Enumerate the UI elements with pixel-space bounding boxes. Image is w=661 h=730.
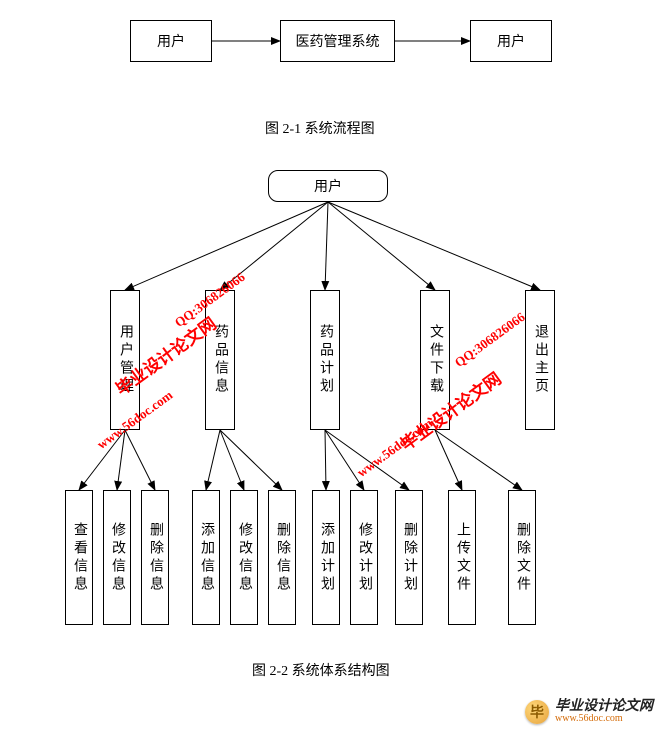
node-box: 修改信息 bbox=[230, 490, 258, 625]
node-label: 文件下载 bbox=[425, 324, 445, 396]
node-box: 添加信息 bbox=[192, 490, 220, 625]
node-label: 药品计划 bbox=[315, 324, 335, 396]
node-box: 用户 bbox=[268, 170, 388, 202]
node-box: 药品计划 bbox=[310, 290, 340, 430]
node-label: 用户 bbox=[314, 176, 342, 196]
watermark-text: 毕业设计论文网 bbox=[395, 365, 506, 455]
node-label: 用户 bbox=[497, 31, 525, 51]
node-label: 删除信息 bbox=[272, 522, 292, 594]
node-box: 删除文件 bbox=[508, 490, 536, 625]
node-box: 用户管理 bbox=[110, 290, 140, 430]
figure-caption: 图 2-2 系统体系结构图 bbox=[252, 660, 390, 680]
node-box: 删除信息 bbox=[141, 490, 169, 625]
logo-icon: 毕 bbox=[525, 700, 549, 724]
node-label: 修改计划 bbox=[354, 522, 374, 594]
node-box: 删除计划 bbox=[395, 490, 423, 625]
node-box: 删除信息 bbox=[268, 490, 296, 625]
node-label: 查看信息 bbox=[69, 522, 89, 594]
footer-url: www.56doc.com bbox=[555, 714, 653, 724]
node-box: 退出主页 bbox=[525, 290, 555, 430]
node-label: 上传文件 bbox=[452, 522, 472, 594]
node-label: 添加计划 bbox=[316, 522, 336, 594]
node-label: 药品信息 bbox=[210, 324, 230, 396]
node-box: 医药管理系统 bbox=[280, 20, 395, 62]
node-label: 添加信息 bbox=[196, 522, 216, 594]
node-label: 用户 bbox=[157, 31, 185, 51]
node-label: 修改信息 bbox=[107, 522, 127, 594]
node-label: 删除文件 bbox=[512, 522, 532, 594]
node-label: 修改信息 bbox=[234, 522, 254, 594]
node-box: 文件下载 bbox=[420, 290, 450, 430]
figure-caption: 图 2-1 系统流程图 bbox=[265, 118, 375, 138]
node-label: 删除信息 bbox=[145, 522, 165, 594]
node-box: 用户 bbox=[470, 20, 552, 62]
node-label: 退出主页 bbox=[530, 324, 550, 396]
watermark-text: QQ:306826066 bbox=[452, 309, 529, 371]
node-box: 查看信息 bbox=[65, 490, 93, 625]
node-box: 添加计划 bbox=[312, 490, 340, 625]
node-label: 用户管理 bbox=[115, 324, 135, 396]
node-label: 医药管理系统 bbox=[296, 31, 380, 51]
node-box: 用户 bbox=[130, 20, 212, 62]
node-box: 药品信息 bbox=[205, 290, 235, 430]
node-box: 修改计划 bbox=[350, 490, 378, 625]
footer-logo: 毕 毕业设计论文网 www.56doc.com bbox=[525, 700, 653, 724]
node-box: 上传文件 bbox=[448, 490, 476, 625]
footer-text: 毕业设计论文网 www.56doc.com bbox=[555, 700, 653, 724]
node-box: 修改信息 bbox=[103, 490, 131, 625]
footer-cn: 毕业设计论文网 bbox=[555, 700, 653, 714]
node-label: 删除计划 bbox=[399, 522, 419, 594]
